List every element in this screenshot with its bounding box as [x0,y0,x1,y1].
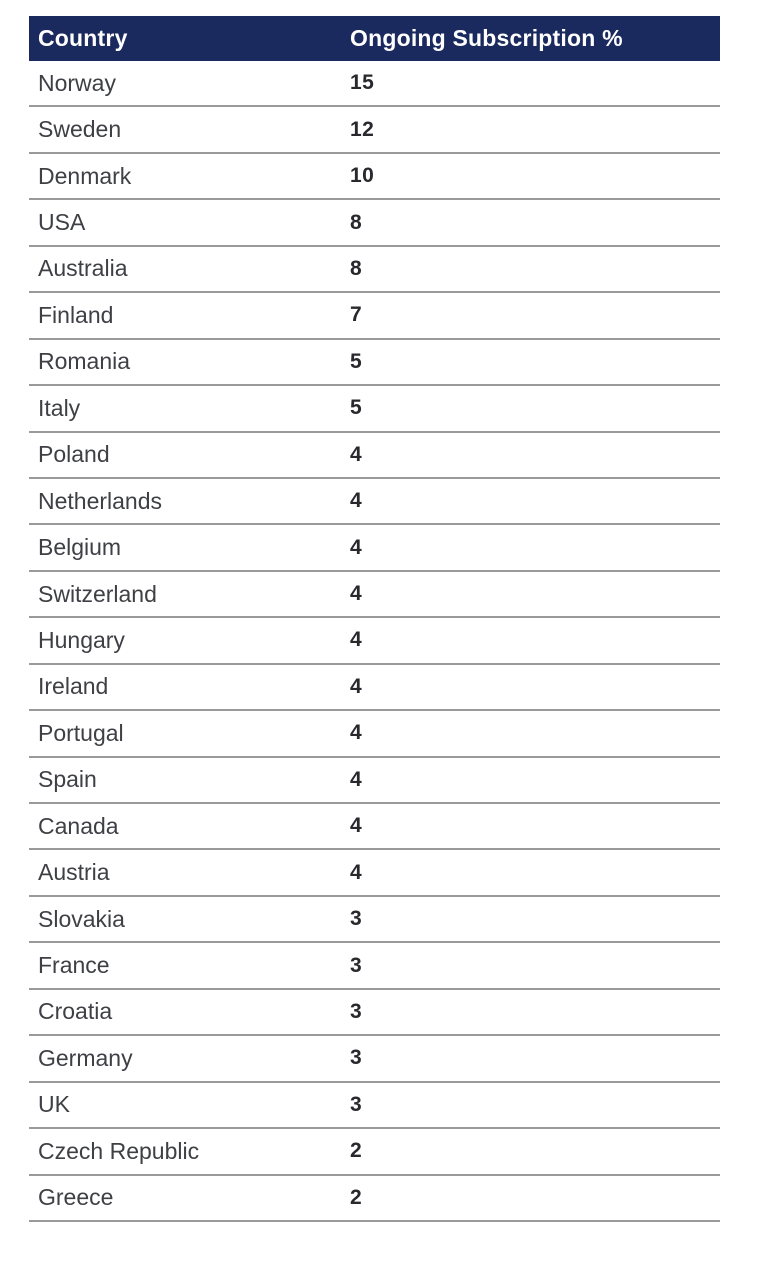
table-row: France 3 [29,943,720,990]
value-cell: 4 [350,721,363,745]
table-row: Australia 8 [29,247,720,294]
value-cell: 15 [350,71,375,95]
table-row: Finland 7 [29,293,720,340]
country-cell: Sweden [38,116,122,143]
value-cell: 2 [350,1185,363,1209]
country-cell: Australia [38,255,128,282]
value-cell: 3 [350,953,363,977]
country-cell: Canada [38,812,119,839]
country-cell: Portugal [38,719,124,746]
table-row: Romania 5 [29,340,720,387]
value-cell: 4 [350,442,363,466]
value-cell: 8 [350,256,363,280]
country-cell: Denmark [38,162,132,189]
country-cell: UK [38,1091,70,1118]
country-cell: France [38,952,110,979]
table-row: Austria 4 [29,850,720,897]
value-cell: 3 [350,999,363,1023]
country-cell: Finland [38,301,114,328]
value-cell: 4 [350,628,363,652]
column-header-ongoing-subscription: Ongoing Subscription % [350,25,623,51]
table-row: Sweden 12 [29,107,720,154]
country-cell: Netherlands [38,487,163,514]
value-cell: 4 [350,860,363,884]
table-row: Germany 3 [29,1036,720,1083]
country-cell: Spain [38,766,97,793]
country-cell: Belgium [38,534,122,561]
value-cell: 3 [350,1046,363,1070]
subscription-table: Country Ongoing Subscription % Norway 15 S… [29,16,720,1222]
country-cell: Czech Republic [38,1137,200,1164]
country-cell: USA [38,209,86,236]
value-cell: 2 [350,1139,363,1163]
table-row: UK 3 [29,1083,720,1130]
table-row: Italy 5 [29,386,720,433]
country-cell: Romania [38,348,131,375]
table-row: USA 8 [29,200,720,247]
table-row: Denmark 10 [29,154,720,201]
value-cell: 3 [350,907,363,931]
table-row: Croatia 3 [29,990,720,1037]
table-row: Slovakia 3 [29,897,720,944]
value-cell: 7 [350,303,363,327]
value-cell: 4 [350,674,363,698]
country-cell: Ireland [38,673,109,700]
table-row: Poland 4 [29,433,720,479]
country-cell: Croatia [38,998,113,1025]
country-cell: Greece [38,1184,114,1211]
table-header: Country Ongoing Subscription % [29,16,720,61]
country-cell: Hungary [38,626,125,653]
value-cell: 10 [350,164,375,188]
value-cell: 12 [350,117,375,141]
value-cell: 4 [350,814,363,838]
table-row: Switzerland 4 [29,572,720,619]
country-cell: Austria [38,859,110,886]
value-cell: 4 [350,535,363,559]
value-cell: 5 [350,396,363,420]
country-cell: Poland [38,441,110,468]
table-row: Belgium 4 [29,525,720,572]
value-cell: 5 [350,349,363,373]
table-row: Portugal 4 [29,711,720,758]
table-row: Norway 15 [29,61,720,108]
value-cell: 4 [350,767,363,791]
country-cell: Italy [38,394,81,421]
value-cell: 3 [350,1092,363,1116]
country-cell: Germany [38,1044,133,1071]
table-row: Netherlands 4 [29,479,720,526]
table-row: Czech Republic 2 [29,1129,720,1176]
table-row: Canada 4 [29,804,720,851]
country-cell: Switzerland [38,580,157,607]
value-cell: 8 [350,210,363,234]
country-cell: Norway [38,69,116,96]
table-row: Ireland 4 [29,665,720,712]
value-cell: 4 [350,582,363,606]
table-row: Hungary 4 [29,618,720,665]
value-cell: 4 [350,489,363,513]
table-body: Norway 15 Sweden 12 Denmark 10 USA 8 Australia 8 F… [29,61,720,1222]
table-row: Spain 4 [29,758,720,804]
column-header-country: Country [38,25,128,51]
country-cell: Slovakia [38,905,125,932]
table-row: Greece 2 [29,1176,720,1222]
